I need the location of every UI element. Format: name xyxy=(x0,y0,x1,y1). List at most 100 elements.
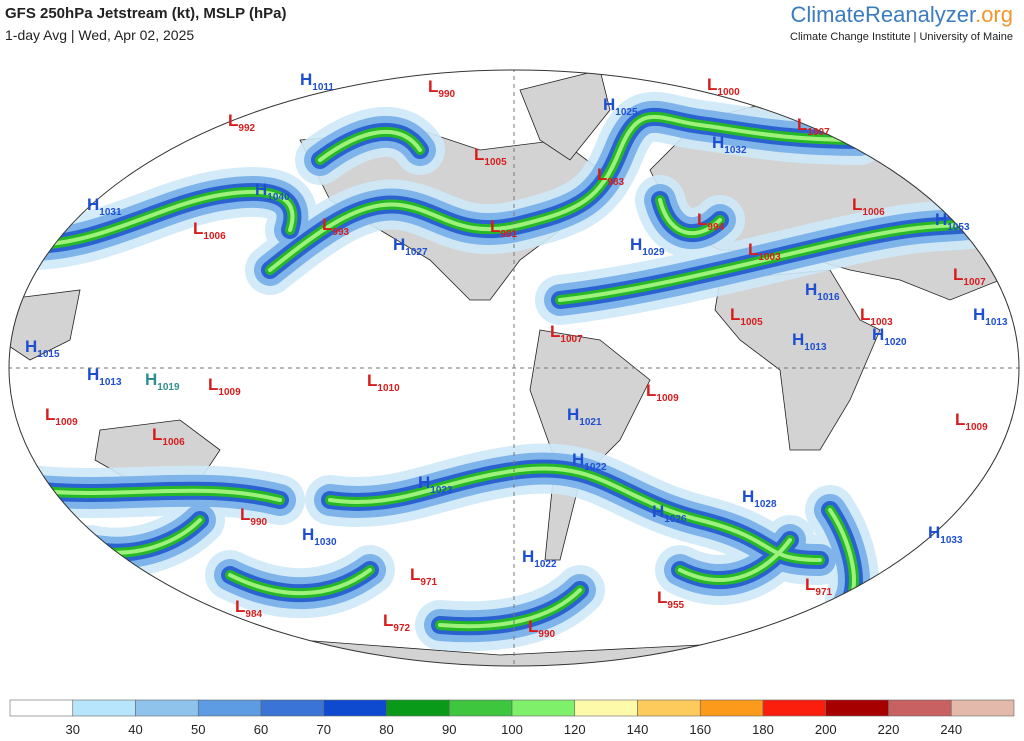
pressure-center: L1009 xyxy=(646,381,679,404)
colorbar-box xyxy=(448,699,513,717)
pressure-center: L1000 xyxy=(707,75,740,98)
center-type: L xyxy=(235,597,245,616)
colorbar-label: 240 xyxy=(940,722,962,737)
center-type: H xyxy=(300,70,312,89)
center-value: 1020 xyxy=(884,337,907,348)
center-type: H xyxy=(805,280,817,299)
center-value: 1013 xyxy=(985,317,1008,328)
pressure-center: H1022 xyxy=(572,450,607,473)
pressure-center: H1053 xyxy=(935,210,970,233)
pressure-center: L1003 xyxy=(748,240,781,263)
center-value: 1026 xyxy=(664,514,687,525)
center-type: L xyxy=(193,219,203,238)
brand-suffix: .org xyxy=(975,2,1013,27)
center-type: L xyxy=(208,375,218,394)
colorbar-box xyxy=(135,699,199,717)
center-value: 990 xyxy=(250,517,267,528)
center-value: 1033 xyxy=(940,535,963,546)
brand-main: ClimateReanalyzer xyxy=(790,2,976,27)
center-type: H xyxy=(630,235,642,254)
pressure-center: H1028 xyxy=(742,487,777,510)
pressure-center: L1009 xyxy=(45,405,78,428)
pressure-center: L955 xyxy=(657,588,685,611)
center-value: 990 xyxy=(438,89,455,100)
center-value: 991 xyxy=(500,229,517,240)
center-value: 1022 xyxy=(584,462,607,473)
pressure-center: H1032 xyxy=(712,133,747,156)
center-value: 1029 xyxy=(642,247,665,258)
map-outline xyxy=(8,69,1020,667)
center-value: 1007 xyxy=(963,277,986,288)
colorbar-box xyxy=(699,699,764,717)
pressure-center: H1033 xyxy=(928,523,963,546)
center-type: H xyxy=(567,405,579,424)
center-type: L xyxy=(953,265,963,284)
center-value: 990 xyxy=(538,629,555,640)
pressure-center: L1003 xyxy=(860,305,893,328)
colorbar-box xyxy=(197,699,262,717)
colorbar-label: 50 xyxy=(191,722,205,737)
pressure-center: L1006 xyxy=(852,195,885,218)
center-type: H xyxy=(792,330,804,349)
colorbar-label: 60 xyxy=(254,722,268,737)
colorbar-label: 160 xyxy=(689,722,711,737)
center-value: 994 xyxy=(707,222,724,233)
center-type: L xyxy=(646,381,656,400)
center-type: L xyxy=(730,305,740,324)
center-type: L xyxy=(322,215,332,234)
colorbar-box xyxy=(323,699,387,717)
pressure-center: H1013 xyxy=(792,330,827,353)
center-type: H xyxy=(935,210,947,229)
pressure-center: H1022 xyxy=(522,547,557,570)
center-value: 1032 xyxy=(724,145,747,156)
pressure-center: L1005 xyxy=(730,305,763,328)
center-type: L xyxy=(474,145,484,164)
center-value: 1007 xyxy=(807,127,830,138)
colorbar-label: 220 xyxy=(878,722,900,737)
pressure-center: L971 xyxy=(410,565,438,588)
pressure-center: H1030 xyxy=(302,525,337,548)
center-value: 972 xyxy=(393,623,410,634)
center-value: 1021 xyxy=(579,417,602,428)
colorbar-label: 80 xyxy=(379,722,393,737)
pressure-center: L1006 xyxy=(152,425,185,448)
colorbar-box xyxy=(637,699,701,717)
center-value: 1009 xyxy=(218,387,241,398)
center-value: 1003 xyxy=(758,252,781,263)
colorbar-label: 40 xyxy=(128,722,142,737)
center-type: L xyxy=(152,425,162,444)
center-value: 1028 xyxy=(754,499,777,510)
center-value: 984 xyxy=(245,609,262,620)
center-value: 1030 xyxy=(314,537,337,548)
center-type: L xyxy=(550,322,560,341)
pressure-center: H1021 xyxy=(567,405,602,428)
pressure-center: L1005 xyxy=(474,145,507,168)
pressure-center: H1026 xyxy=(652,502,687,525)
center-type: L xyxy=(428,77,438,96)
center-value: 971 xyxy=(815,587,832,598)
center-type: H xyxy=(742,487,754,506)
pressure-center: L1007 xyxy=(550,322,583,345)
center-value: 1009 xyxy=(55,417,78,428)
colorbar-box xyxy=(511,699,576,717)
pressure-center: L990 xyxy=(428,77,456,100)
center-value: 1006 xyxy=(862,207,885,218)
center-value: 971 xyxy=(420,577,437,588)
pressure-center: H1029 xyxy=(630,235,665,258)
center-value: 992 xyxy=(238,123,255,134)
colorbar-label: 30 xyxy=(66,722,80,737)
colorbar-box xyxy=(762,699,827,717)
center-type: H xyxy=(872,325,884,344)
pressure-center: L1009 xyxy=(955,410,988,433)
center-value: 1013 xyxy=(99,377,122,388)
pressure-center: L972 xyxy=(383,611,411,634)
pressure-center: H1027 xyxy=(393,235,428,258)
colorbar-label: 100 xyxy=(501,722,523,737)
center-type: L xyxy=(240,505,250,524)
center-value: 1010 xyxy=(377,383,400,394)
pressure-center: L984 xyxy=(235,597,263,620)
pressure-center: L1007 xyxy=(797,115,830,138)
center-value: 1006 xyxy=(203,231,226,242)
center-value: 1011 xyxy=(312,82,334,93)
